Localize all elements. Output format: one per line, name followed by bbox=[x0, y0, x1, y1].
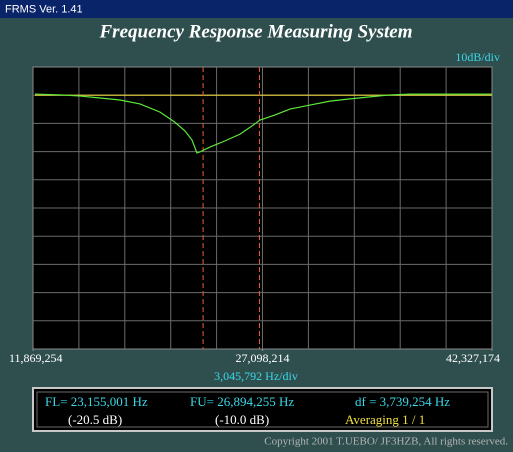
app-title: Frequency Response Measuring System bbox=[99, 21, 413, 42]
readout-panel bbox=[32, 387, 493, 432]
fl-db-readout: (-20.5 dB) bbox=[68, 412, 122, 427]
x-tick-label: 27,098,214 bbox=[236, 351, 290, 365]
x-scale-label: 3,045,792 Hz/div bbox=[214, 369, 298, 383]
fu-readout: FU= 26,894,255 Hz bbox=[190, 394, 294, 409]
readout-inner-border bbox=[36, 391, 489, 428]
x-tick-label: 42,327,174 bbox=[446, 351, 500, 365]
averaging-readout: Averaging 1 / 1 bbox=[345, 412, 425, 427]
title-bar bbox=[0, 0, 513, 18]
window-title: FRMS Ver. 1.41 bbox=[5, 3, 83, 15]
x-tick-label: 11,869,254 bbox=[9, 351, 63, 365]
fu-db-readout: (-10.0 dB) bbox=[215, 412, 269, 427]
response-curve bbox=[34, 93, 492, 154]
copyright: Copyright 2001 T.UEBO/ JF3HZB, All right… bbox=[264, 436, 508, 448]
df-readout: df = 3,739,254 Hz bbox=[355, 394, 450, 409]
fl-readout: FL= 23,155,001 Hz bbox=[45, 394, 148, 409]
y-scale-label: 10dB/div bbox=[455, 50, 500, 64]
